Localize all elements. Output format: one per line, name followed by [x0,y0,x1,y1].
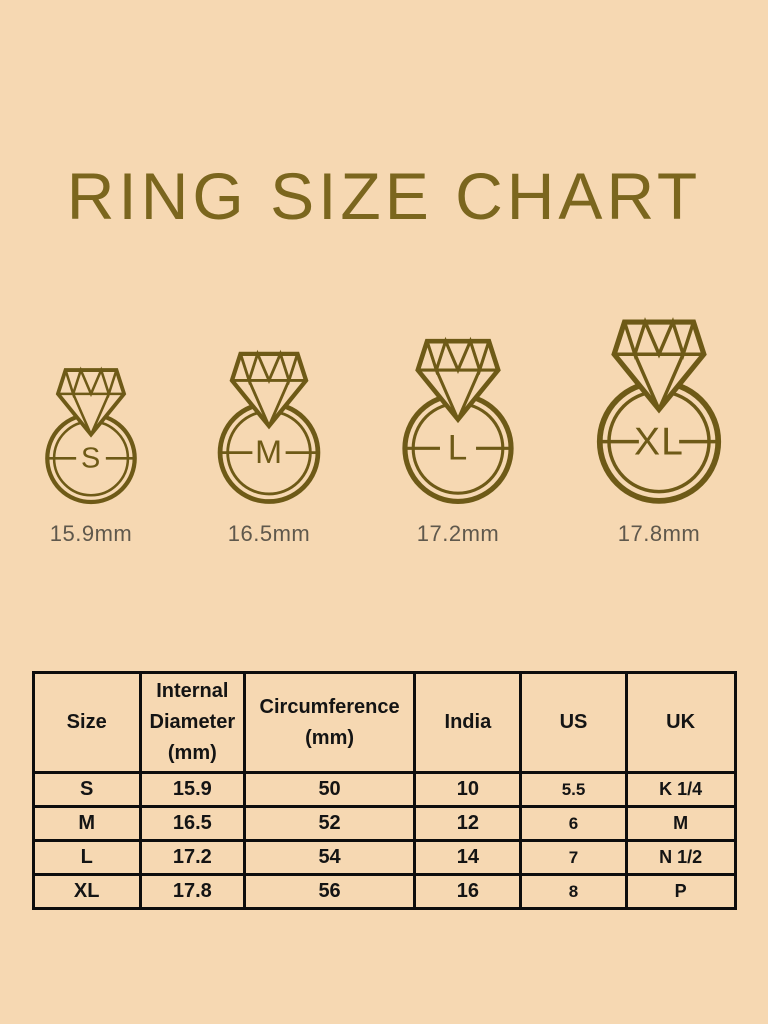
page-title: RING SIZE CHART [66,159,702,233]
ring-figure-xl: XL 17.8mm [590,315,728,546]
diamond-ring-icon: XL [596,317,722,504]
ring-size-letter: S [81,443,101,475]
diamond-ring-icon: S [45,366,137,505]
table-cell: 17.8 [138,873,246,910]
table-cell: M [31,805,142,842]
ring-size-table: Size Internal Diameter (mm) Circumferenc… [31,671,737,910]
table-cell: 50 [242,771,417,808]
diamond-ring-icon: M [217,349,321,504]
table-cell: 10 [413,771,523,808]
diamond-ring-icon: L [402,336,514,504]
ring-figure-l: L 17.2mm [396,335,520,546]
table-cell: 15.9 [138,771,246,808]
col-header-us: US [519,671,628,774]
ring-diameter-label: 16.5mm [227,521,311,546]
table-cell: 17.2 [138,839,246,876]
table-header-row: Size Internal Diameter (mm) Circumferenc… [31,671,737,774]
table-cell: 6 [519,805,628,842]
table-cell: 52 [242,805,417,842]
ring-size-letter: M [255,434,283,470]
table-cell: XL [31,873,142,910]
col-header-size: Size [31,671,142,774]
table-cell: 16.5 [138,805,246,842]
ring-size-letter: L [448,429,469,468]
ring-diameter-label: 17.8mm [617,521,701,546]
col-header-india: India [413,671,523,774]
table-cell: K 1/4 [624,771,737,808]
table-cell: 54 [242,839,417,876]
table-row-m: M 16.5 52 12 6 M [31,805,737,842]
table-cell: 56 [242,873,417,910]
table-cell: 16 [413,873,523,910]
table-cell: 12 [413,805,523,842]
ring-icons-row: S 15.9mm M 16.5mm [0,315,768,546]
table-cell: 7 [519,839,628,876]
table-cell: S [31,771,142,808]
ring-size-letter: XL [634,420,684,463]
table-cell: P [624,873,737,910]
table-row-l: L 17.2 54 14 7 N 1/2 [31,839,737,876]
table-cell: L [31,839,142,876]
ring-diameter-label: 17.2mm [416,521,500,546]
ring-figure-s: S 15.9mm [40,365,142,546]
table-cell: M [624,805,737,842]
ring-figure-m: M 16.5mm [212,348,326,546]
col-header-internal-diameter: Internal Diameter (mm) [138,671,246,774]
table-cell: 8 [519,873,628,910]
table-cell: N 1/2 [624,839,737,876]
table-cell: 5.5 [519,771,628,808]
table-row-s: S 15.9 50 10 5.5 K 1/4 [31,771,737,808]
col-header-circumference: Circumference (mm) [242,671,417,774]
col-header-uk: UK [624,671,737,774]
ring-diameter-label: 15.9mm [49,521,133,546]
table-row-xl: XL 17.8 56 16 8 P [31,873,737,910]
table-cell: 14 [413,839,523,876]
